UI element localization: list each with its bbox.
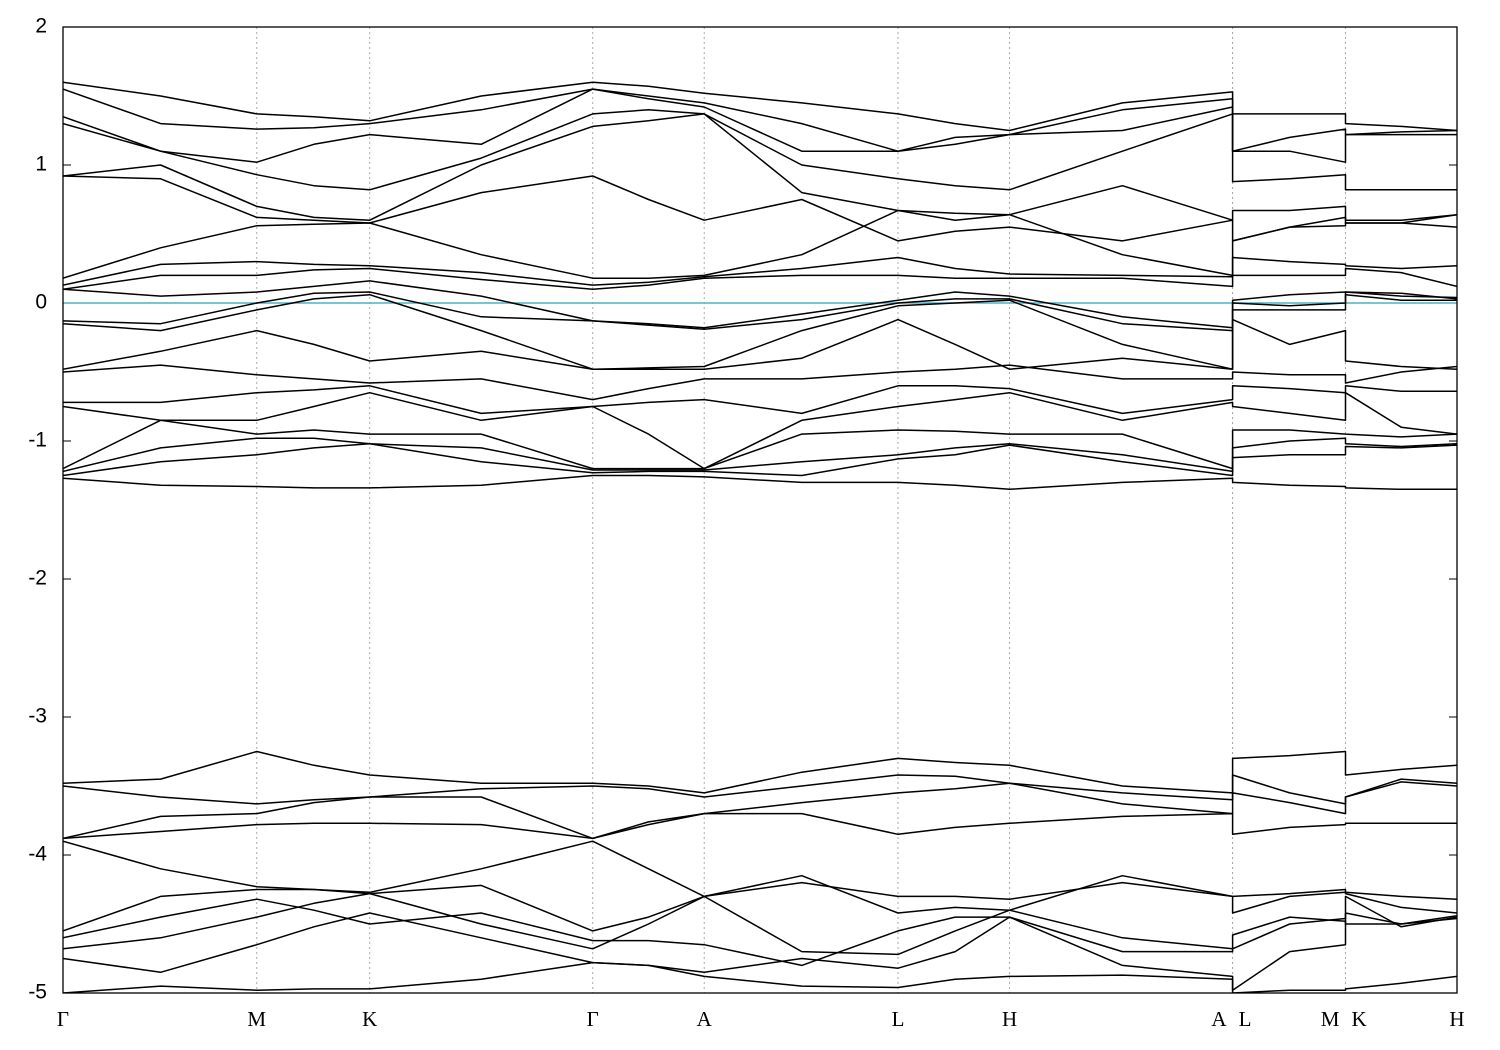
band-line [63,293,1457,370]
band-line [63,892,1457,956]
band-line [63,267,1457,290]
y-tick-label: -3 [28,705,47,728]
band-line [63,81,1457,132]
band-line [63,812,1457,840]
band-line [63,113,1457,221]
band-line [63,774,1457,805]
band-line [63,175,1457,242]
y-tick-label: 2 [35,15,47,38]
band-line [63,88,1457,163]
y-tick-label: -4 [28,843,47,866]
x-tick-label: Γ [57,1007,69,1031]
band-line [63,364,1457,401]
band-line [63,291,1457,332]
x-tick-label: H [1449,1007,1464,1031]
band-line [63,912,1457,991]
x-tick-label: L [1239,1007,1252,1031]
band-line [63,280,1457,329]
band-line [63,840,1457,900]
x-tick-label: Γ [587,1007,599,1031]
y-tick-label: -5 [28,981,47,1004]
band-line [63,750,1457,794]
band-line [63,391,1457,470]
y-tick-label: 1 [35,153,47,176]
band-line [63,474,1457,491]
band-line [63,443,1457,477]
x-tick-label: M [247,1007,266,1031]
plot-frame [62,26,1458,994]
band-line [63,209,1457,279]
band-line [63,256,1457,286]
band-line [63,419,1457,470]
y-tick-label: -2 [28,567,47,590]
y-tick-label: 0 [35,291,47,314]
band-line [63,874,1457,932]
band-line [63,385,1457,415]
x-tick-label: A [697,1007,713,1031]
bands [63,81,1457,993]
band-line [63,109,1457,191]
x-tick-label: L [892,1007,905,1031]
band-line [63,961,1457,993]
band-line [63,318,1457,370]
x-tick-label: K [1351,1007,1366,1031]
x-tick-label: K [362,1007,377,1031]
x-tick-label: M [1321,1007,1340,1031]
y-tick-label: -1 [28,429,47,452]
x-tick-label: H [1002,1007,1017,1031]
grid [62,26,1458,994]
band-line [63,781,1457,840]
x-tick-label: A [1211,1007,1227,1031]
band-line [63,437,1457,473]
